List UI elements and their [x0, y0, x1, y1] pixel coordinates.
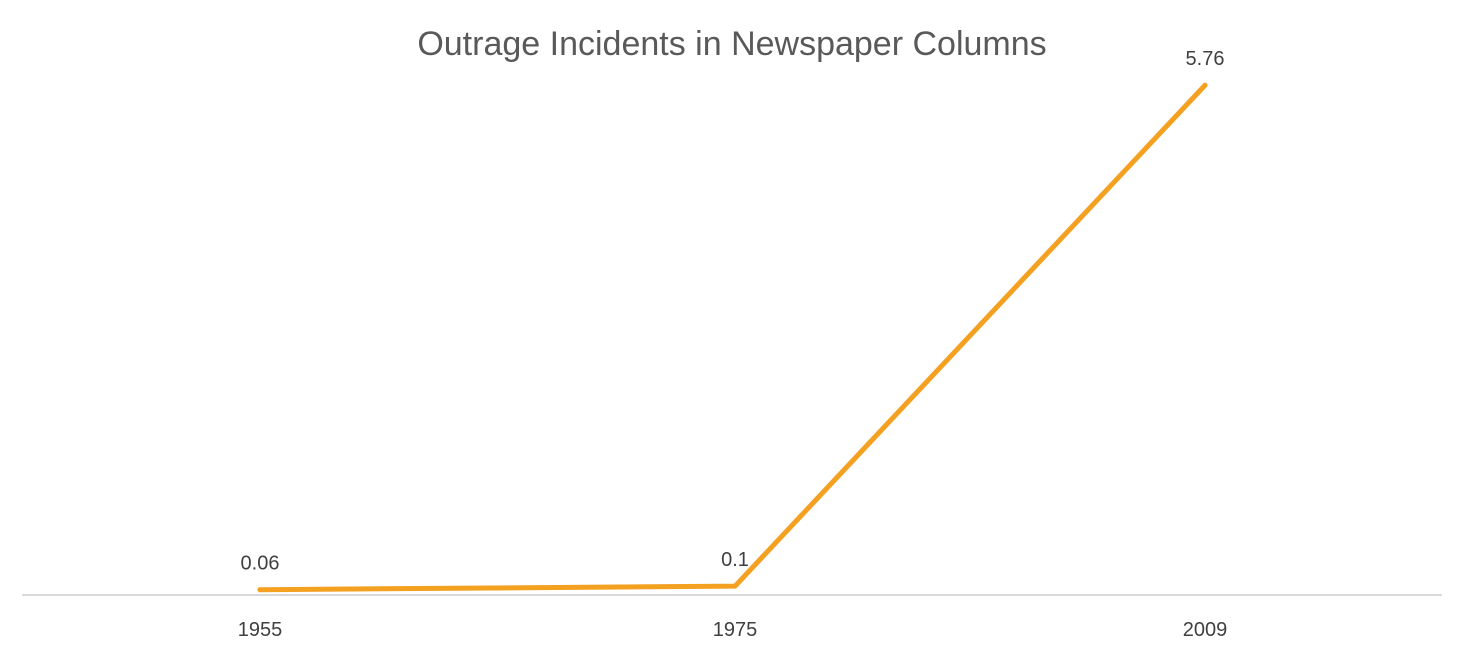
x-tick-layer: 1955 1975 2009: [238, 619, 1228, 641]
data-point: [257, 587, 263, 593]
data-label: 0.06: [241, 553, 280, 575]
data-label-layer: 0.06 0.1 5.76: [241, 48, 1225, 574]
data-label: 5.76: [1186, 48, 1225, 70]
x-tick-label: 1975: [713, 619, 758, 641]
data-point: [1202, 82, 1208, 88]
x-tick-label: 2009: [1183, 619, 1228, 641]
chart-title: Outrage Incidents in Newspaper Columns: [417, 25, 1046, 63]
data-label: 0.1: [721, 549, 749, 571]
data-point: [732, 583, 738, 589]
series-layer: [257, 82, 1208, 593]
series-line: [257, 82, 1208, 593]
x-tick-label: 1955: [238, 619, 283, 641]
